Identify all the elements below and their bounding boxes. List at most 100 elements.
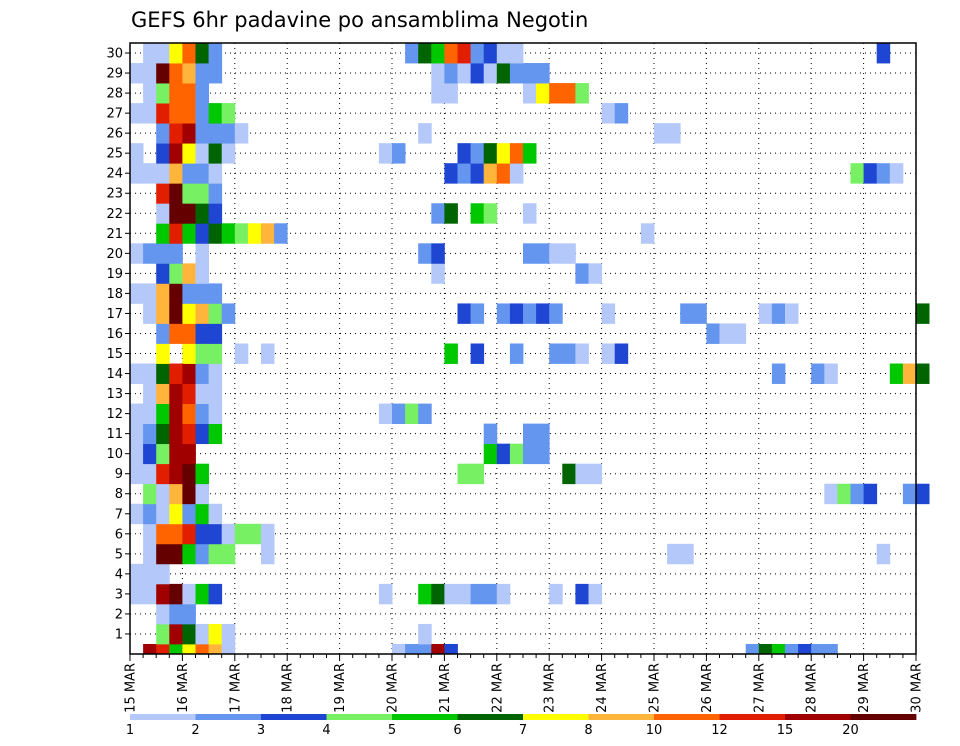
x-tick-label: 16 MAR	[176, 663, 191, 713]
heatmap-cell	[588, 463, 602, 485]
heatmap-cell	[182, 123, 196, 144]
heatmap-cell	[208, 503, 223, 525]
heatmap-cell	[378, 583, 393, 605]
heatmap-cell	[811, 643, 825, 655]
heatmap-cell	[431, 583, 445, 605]
heatmap-cell	[221, 643, 236, 655]
heatmap-cell	[431, 643, 445, 655]
colorbar-label: 7	[519, 723, 527, 738]
heatmap-cell	[195, 163, 209, 184]
heatmap-cell	[182, 143, 196, 164]
heatmap-cell	[143, 243, 157, 264]
heatmap-cell	[405, 43, 419, 64]
heatmap-cell	[523, 143, 537, 164]
heatmap-cell	[169, 403, 183, 425]
heatmap-cell	[130, 583, 144, 605]
colorbar-label: 3	[257, 723, 265, 738]
colorbar-label: 8	[584, 723, 592, 738]
heatmap-cell	[143, 483, 157, 505]
heatmap-cell	[169, 263, 183, 284]
heatmap-cell	[496, 303, 511, 324]
colorbar-swatch	[195, 714, 262, 720]
heatmap-cell	[130, 443, 144, 465]
heatmap-cell	[156, 203, 170, 224]
heatmap-cell	[195, 203, 209, 224]
heatmap-cell	[771, 643, 786, 655]
heatmap-cell	[169, 523, 183, 545]
heatmap-cell	[889, 163, 904, 184]
heatmap-cell	[523, 303, 537, 324]
heatmap-cell	[169, 103, 183, 124]
y-tick-label: 30	[106, 47, 123, 62]
heatmap-cell	[562, 243, 576, 264]
heatmap-cell	[169, 463, 183, 485]
heatmap-cell	[509, 63, 524, 84]
heatmap-cell	[169, 623, 183, 645]
heatmap-cell	[208, 283, 223, 304]
heatmap-cell	[902, 483, 917, 505]
heatmap-cell	[208, 223, 223, 244]
heatmap-cell	[182, 223, 196, 244]
heatmap-cell	[156, 243, 170, 264]
heatmap-cell	[156, 463, 170, 485]
heatmap-cell	[483, 583, 498, 605]
heatmap-cell	[431, 203, 445, 224]
heatmap-cell	[549, 583, 563, 605]
heatmap-cell	[208, 423, 223, 445]
heatmap-cell	[680, 303, 694, 324]
heatmap-cell	[457, 143, 471, 164]
heatmap-cell	[208, 123, 223, 144]
heatmap-cell	[182, 363, 196, 384]
heatmap-cell	[916, 363, 930, 384]
heatmap-cell	[667, 543, 681, 565]
colorbar-swatch	[654, 714, 720, 720]
heatmap-cell	[169, 123, 183, 144]
heatmap-cell	[182, 523, 196, 545]
heatmap-cell	[208, 543, 223, 565]
heatmap-cell	[195, 463, 209, 485]
heatmap-cell	[182, 43, 196, 64]
heatmap-cell	[208, 523, 223, 545]
heatmap-cell	[523, 63, 537, 84]
heatmap-cell	[575, 343, 589, 364]
heatmap-cell	[182, 343, 196, 364]
heatmap-cell	[195, 263, 209, 284]
heatmap-cell	[182, 543, 196, 565]
heatmap-cell	[130, 143, 144, 164]
heatmap-cell	[130, 283, 144, 304]
heatmap-cell	[483, 443, 498, 465]
y-tick-label: 5	[115, 547, 123, 562]
heatmap-cell	[169, 483, 183, 505]
heatmap-cell	[156, 423, 170, 445]
y-tick-label: 1	[115, 627, 123, 642]
heatmap-cell	[156, 63, 170, 84]
heatmap-cell	[195, 283, 209, 304]
heatmap-cell	[156, 403, 170, 425]
heatmap-cell	[182, 603, 196, 625]
heatmap-cell	[208, 163, 223, 184]
heatmap-cell	[824, 483, 838, 505]
heatmap-cell	[156, 483, 170, 505]
heatmap-cell	[195, 543, 209, 565]
heatmap-cell	[182, 403, 196, 425]
y-tick-label: 19	[106, 267, 123, 282]
heatmap-cell	[182, 303, 196, 324]
heatmap-cell	[837, 483, 851, 505]
y-tick-label: 10	[106, 447, 123, 462]
y-tick-label: 11	[106, 427, 123, 442]
heatmap-cell	[182, 423, 196, 445]
colorbar-label: 12	[711, 723, 728, 738]
heatmap-cell	[536, 303, 550, 324]
heatmap-cell	[418, 123, 432, 144]
x-tick-label: 21 MAR	[438, 663, 453, 713]
heatmap-cell	[143, 423, 157, 445]
heatmap-cell	[156, 223, 170, 244]
colorbar-swatch	[785, 714, 851, 720]
heatmap-cell	[902, 363, 917, 384]
heatmap-cell	[509, 303, 524, 324]
heatmap-cells	[130, 43, 930, 655]
heatmap-cell	[457, 583, 471, 605]
heatmap-cell	[771, 303, 786, 324]
x-tick-label: 22 MAR	[490, 663, 505, 713]
